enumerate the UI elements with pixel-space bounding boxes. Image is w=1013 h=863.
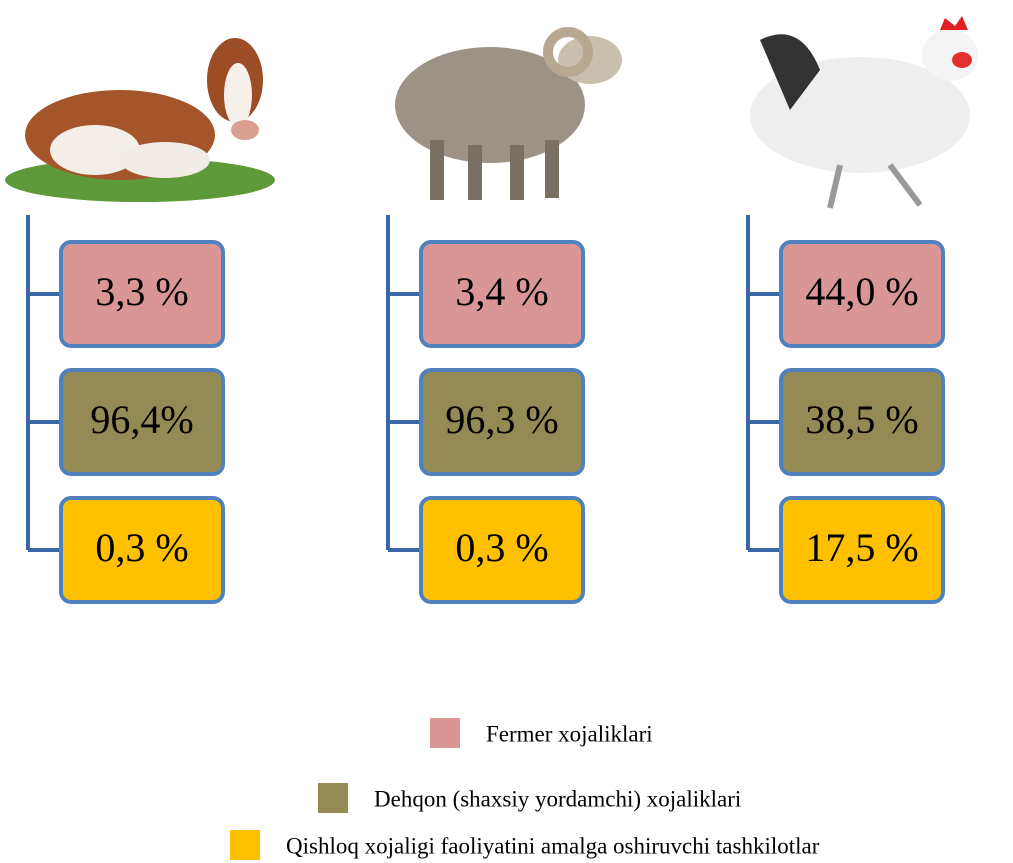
diagram: 3,3 % 96,4% 0,3 % 3,4 % 96,3 % 0,3 % 44,0 % 38,… [0, 0, 1013, 863]
value-label: 0,3 % [95, 525, 188, 570]
value-label: 3,3 % [95, 269, 188, 314]
value-label: 44,0 % [805, 269, 918, 314]
legend-swatch [430, 718, 460, 748]
cow-image [5, 38, 275, 202]
value-label: 3,4 % [455, 269, 548, 314]
legend-label: Qishloq xojaligi faoliyatini amalga oshi… [286, 833, 820, 858]
chicken-image [750, 16, 978, 208]
legend-label: Dehqon (shaxsiy yordamchi) xojaliklari [374, 786, 741, 811]
value-label: 38,5 % [805, 397, 918, 442]
value-label: 17,5 % [805, 525, 918, 570]
value-label: 0,3 % [455, 525, 548, 570]
legend-swatch [230, 830, 260, 860]
value-label: 96,4% [90, 397, 193, 442]
sheep-image [395, 32, 622, 200]
legend-swatch [318, 783, 348, 813]
legend-label: Fermer xojaliklari [486, 721, 653, 746]
value-label: 96,3 % [445, 397, 558, 442]
